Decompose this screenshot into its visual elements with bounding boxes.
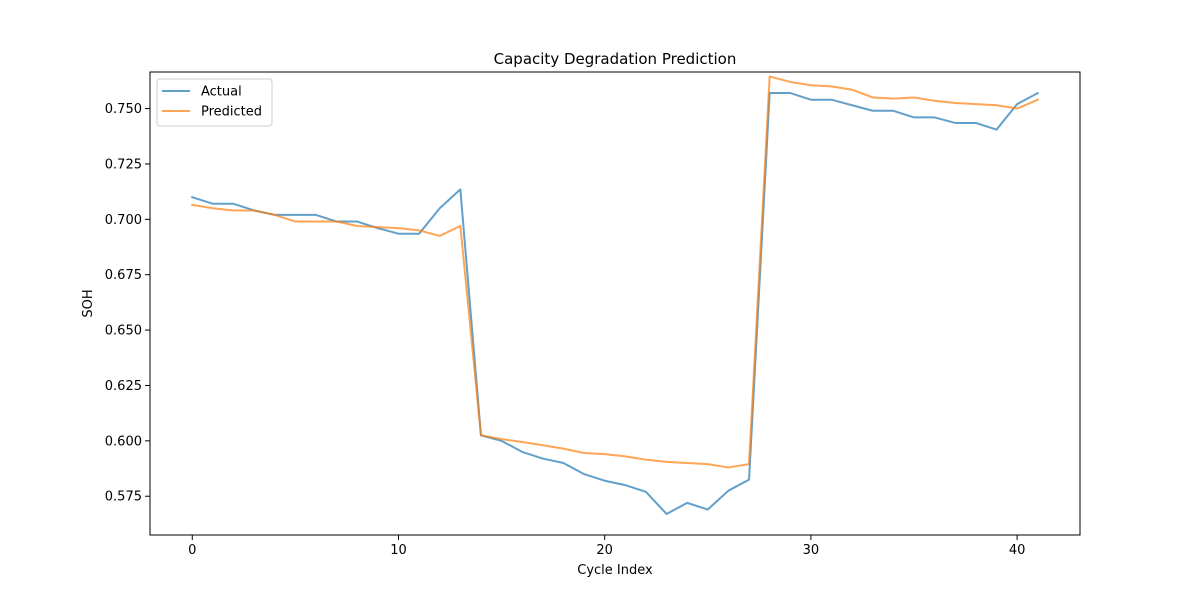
y-tick-label: 0.675	[105, 268, 142, 283]
legend: Actual Predicted	[156, 78, 273, 127]
legend-label-actual: Actual	[201, 85, 242, 100]
x-axis-label: Cycle Index	[577, 563, 653, 578]
y-tick-label: 0.725	[105, 157, 142, 172]
y-tick-label: 0.600	[105, 434, 142, 449]
plot-frame	[149, 71, 1081, 536]
legend-label-predicted: Predicted	[201, 105, 262, 120]
x-tick-label: 10	[390, 543, 407, 558]
x-tick-label: 40	[1009, 543, 1026, 558]
y-tick-label: 0.750	[105, 102, 142, 117]
y-tick-label: 0.625	[105, 379, 142, 394]
x-tick-label: 0	[188, 543, 196, 558]
plot-layer	[191, 75, 1040, 515]
series-line-actual	[191, 91, 1040, 515]
x-tick-label: 30	[803, 543, 820, 558]
y-axis-label: SOH	[81, 289, 96, 317]
x-tick-label: 20	[596, 543, 613, 558]
x-axis: 0 10 20 30 40	[188, 535, 1025, 558]
y-tick-label: 0.700	[105, 213, 142, 228]
y-tick-label: 0.575	[105, 490, 142, 505]
series-line-predicted	[191, 75, 1040, 469]
y-axis: 0.575 0.600 0.625 0.650 0.675 0.700 0.725 0.750	[105, 102, 150, 505]
chart-title: Capacity Degradation Prediction	[494, 50, 737, 68]
y-tick-label: 0.650	[105, 324, 142, 339]
